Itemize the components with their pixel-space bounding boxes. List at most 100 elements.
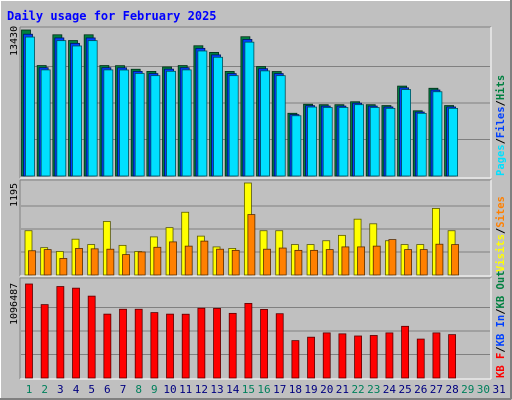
bar-kbytes bbox=[197, 307, 206, 379]
bar-pages bbox=[134, 73, 145, 177]
bar-kbytes bbox=[119, 308, 127, 379]
bar-sites bbox=[388, 239, 397, 276]
legend-entry: / bbox=[495, 346, 507, 352]
x-day-label: 28 bbox=[445, 383, 458, 396]
bar-kbytes bbox=[260, 309, 268, 379]
bar-pages bbox=[72, 45, 82, 177]
bar-sites bbox=[28, 250, 36, 276]
bar-pages bbox=[338, 107, 349, 177]
bar-sites bbox=[247, 214, 256, 276]
x-day-label: 23 bbox=[367, 383, 380, 396]
x-day-label: 12 bbox=[195, 383, 208, 396]
x-day-label: 27 bbox=[430, 383, 443, 396]
bar-kbytes bbox=[401, 325, 409, 379]
x-day-label: 15 bbox=[242, 383, 255, 396]
bar-pages bbox=[25, 36, 35, 177]
bar-sites bbox=[59, 258, 68, 276]
legend-entry: KB Out bbox=[495, 271, 507, 309]
bar-pages bbox=[150, 75, 161, 177]
bar-sites bbox=[294, 249, 303, 276]
bar-sites bbox=[90, 248, 99, 276]
legend-entry: Hits bbox=[495, 75, 507, 100]
bar-pages bbox=[228, 75, 239, 177]
bar-sites bbox=[169, 241, 177, 276]
bar-sites bbox=[451, 244, 459, 276]
bar-kbytes bbox=[56, 286, 65, 379]
bar-sites bbox=[435, 243, 444, 276]
legend-kbytes: KB F/KB In/KB Out bbox=[495, 271, 507, 379]
x-day-label: 26 bbox=[414, 383, 427, 396]
bar-pages bbox=[181, 69, 192, 177]
x-day-label: 20 bbox=[320, 383, 333, 396]
x-day-label: 11 bbox=[179, 383, 192, 396]
x-day-label: 13 bbox=[210, 383, 223, 396]
bar-sites bbox=[325, 249, 334, 276]
x-day-label: 7 bbox=[120, 383, 127, 396]
bar-kbytes bbox=[275, 313, 284, 379]
x-day-label: 2 bbox=[41, 383, 48, 396]
bar-pages bbox=[401, 89, 411, 177]
bar-kbytes bbox=[369, 335, 378, 379]
x-day-label: 1 bbox=[26, 383, 33, 396]
panel-visits-sites bbox=[19, 179, 492, 277]
legend-entry: Pages bbox=[495, 144, 507, 176]
x-day-label: 3 bbox=[57, 383, 64, 396]
bar-sites bbox=[106, 248, 115, 276]
legend-entry: Files bbox=[495, 106, 507, 138]
legend-entry: / bbox=[495, 138, 507, 144]
x-day-label: 4 bbox=[73, 383, 80, 396]
bar-kbytes bbox=[307, 336, 315, 379]
bar-sites bbox=[278, 247, 287, 276]
x-day-label: 9 bbox=[151, 383, 158, 396]
bar-kbytes bbox=[448, 334, 456, 379]
bar-pages bbox=[40, 69, 51, 177]
bar-pages bbox=[416, 112, 427, 177]
bar-pages bbox=[87, 40, 98, 177]
x-day-label: 25 bbox=[398, 383, 411, 396]
bar-pages bbox=[432, 91, 443, 177]
bar-kbytes bbox=[40, 304, 49, 379]
x-day-label: 16 bbox=[257, 383, 270, 396]
bar-sites bbox=[75, 248, 83, 276]
y-max-label-kbytes: 1096487 bbox=[9, 283, 20, 325]
x-day-label: 6 bbox=[104, 383, 111, 396]
x-day-label: 18 bbox=[289, 383, 302, 396]
bar-pages bbox=[291, 115, 302, 177]
bar-sites bbox=[310, 249, 318, 276]
legend-visits-sites: Visits/Sites bbox=[495, 196, 507, 272]
bar-kbytes bbox=[416, 338, 425, 379]
bar-sites bbox=[122, 254, 130, 276]
bar-pages bbox=[103, 69, 114, 177]
panel-hits-files-pages bbox=[19, 26, 492, 179]
legend-entry: Visits bbox=[495, 234, 507, 272]
legend-entry: / bbox=[495, 228, 507, 234]
bar-pages bbox=[385, 107, 396, 177]
y-max-label-hits: 13430 bbox=[9, 26, 20, 56]
x-day-label: 14 bbox=[226, 383, 240, 396]
bar-pages bbox=[56, 40, 67, 177]
bar-pages bbox=[322, 107, 333, 177]
bar-kbytes bbox=[228, 312, 237, 379]
x-day-label: 21 bbox=[336, 383, 349, 396]
x-day-label: 10 bbox=[163, 383, 176, 396]
bar-sites bbox=[357, 246, 365, 276]
x-day-label: 19 bbox=[304, 383, 317, 396]
legend-hits-files-pages: Pages/Files/Hits bbox=[495, 75, 507, 176]
bar-pages bbox=[354, 104, 364, 177]
x-day-label: 24 bbox=[383, 383, 397, 396]
bar-kbytes bbox=[385, 332, 394, 379]
bar-kbytes bbox=[103, 313, 112, 379]
bar-pages bbox=[213, 56, 223, 177]
legend-entry: Sites bbox=[495, 196, 507, 228]
bar-pages bbox=[307, 106, 317, 177]
x-day-label: 5 bbox=[88, 383, 95, 396]
bar-kbytes bbox=[181, 313, 190, 379]
x-day-label: 31 bbox=[492, 383, 505, 396]
bar-kbytes bbox=[87, 295, 96, 379]
bar-pages bbox=[166, 70, 176, 177]
bar-kbytes bbox=[166, 313, 174, 379]
legend-entry: / bbox=[495, 100, 507, 106]
x-axis-day-labels: 1 2 3 4 5 6 7 8 9 10 11 12 13 14 15 16 17 18 19 20 21 22 23 24 2… bbox=[26, 383, 506, 396]
legend-entry: KB F bbox=[495, 353, 507, 378]
bar-kbytes bbox=[291, 340, 300, 379]
